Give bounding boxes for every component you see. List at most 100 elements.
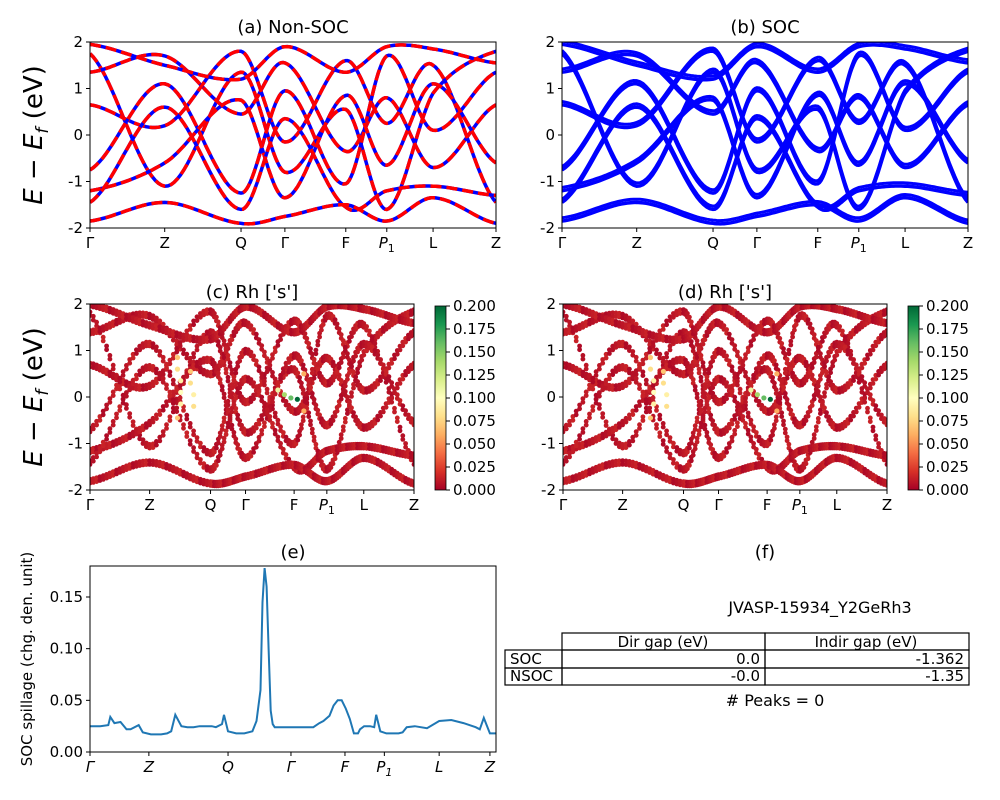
y-tick-label: -1	[68, 435, 83, 453]
band-point	[147, 462, 153, 467]
band-point	[215, 458, 221, 464]
band-point	[338, 432, 344, 438]
band-point	[311, 397, 317, 402]
band-point	[853, 409, 859, 415]
band-point	[696, 432, 702, 437]
band-point	[357, 363, 363, 369]
band-point	[227, 413, 233, 418]
band-point	[114, 411, 119, 417]
band-point	[306, 414, 312, 419]
band-point	[286, 456, 292, 462]
projected-points	[563, 304, 887, 489]
band-point	[820, 370, 825, 376]
band-point	[338, 396, 344, 402]
band-point	[671, 339, 676, 344]
band-point	[694, 419, 700, 425]
band-point	[160, 321, 166, 327]
band-point	[217, 363, 223, 369]
k-point-label: Γ	[86, 758, 96, 776]
band-point	[170, 351, 176, 357]
table-header-dir-gap: Dir gap (eV)	[618, 633, 709, 651]
band-point	[104, 436, 109, 442]
band-point	[187, 327, 193, 332]
band-point	[623, 364, 629, 369]
band-point	[174, 409, 180, 414]
band-point	[685, 311, 690, 316]
band-point	[650, 395, 656, 401]
band-point	[233, 370, 239, 376]
band-point	[748, 434, 754, 440]
band-point	[671, 457, 676, 462]
band-point	[378, 357, 383, 362]
band-point	[349, 394, 354, 399]
k-point-label: P1	[792, 496, 808, 517]
band-point	[690, 452, 696, 458]
band-point	[688, 370, 694, 376]
band-point	[299, 426, 304, 431]
band-point	[623, 445, 629, 450]
band-point	[654, 347, 659, 353]
band-point	[772, 426, 777, 431]
band-point	[876, 444, 881, 450]
band-point	[587, 411, 592, 417]
band-point	[267, 404, 273, 409]
band-point	[389, 396, 395, 401]
band-point	[623, 341, 629, 347]
band-point	[214, 463, 219, 468]
band-point	[308, 346, 313, 352]
band-point	[677, 307, 683, 313]
band-point	[317, 334, 322, 340]
band-point	[225, 424, 231, 430]
band-point	[278, 337, 283, 342]
colorbar-tick-label: 0.050	[926, 435, 969, 453]
band-point	[694, 391, 700, 397]
band-point	[702, 426, 708, 432]
band-point	[187, 438, 193, 443]
band-line	[562, 42, 968, 82]
band-point	[732, 431, 738, 437]
band-point	[873, 437, 879, 442]
y-tick-label: -1	[68, 173, 83, 191]
band-point	[726, 384, 732, 389]
band-point	[688, 440, 694, 446]
band-point	[884, 331, 887, 337]
panel-f-gap-table: (f) JVASP-15934_Y2GeRh3 Dir gap (eV) Ind…	[504, 542, 970, 710]
highlight-point	[651, 378, 657, 384]
band-point	[315, 338, 321, 344]
band-point	[259, 343, 265, 348]
band-point	[756, 452, 762, 457]
band-point	[378, 413, 383, 419]
band-point	[696, 370, 702, 376]
k-point-label: Z	[882, 496, 892, 514]
band-point	[884, 455, 887, 460]
band-point	[124, 393, 129, 399]
band-point	[328, 465, 334, 470]
band-point	[278, 441, 283, 446]
band-point	[620, 462, 625, 467]
band-point	[597, 393, 602, 399]
band-point	[667, 347, 673, 353]
band-point	[884, 483, 887, 488]
band-point	[248, 349, 254, 355]
band-point	[876, 372, 881, 378]
band-point	[309, 370, 315, 376]
band-point	[256, 389, 262, 394]
band-point	[342, 419, 348, 425]
band-point	[721, 453, 727, 459]
band-point	[704, 374, 710, 379]
band-point	[583, 422, 589, 428]
band-point	[104, 347, 109, 353]
band-point	[873, 403, 879, 409]
band-point	[191, 322, 197, 328]
band-point	[664, 428, 669, 434]
band-point	[708, 364, 714, 369]
band-point	[308, 422, 313, 428]
band-point	[856, 368, 862, 373]
axes-frame	[89, 565, 497, 753]
band-point	[332, 374, 338, 380]
band-point	[580, 426, 586, 432]
band-point	[735, 424, 740, 429]
band-point	[884, 479, 887, 484]
band-point	[704, 333, 710, 339]
band-point	[813, 390, 819, 395]
